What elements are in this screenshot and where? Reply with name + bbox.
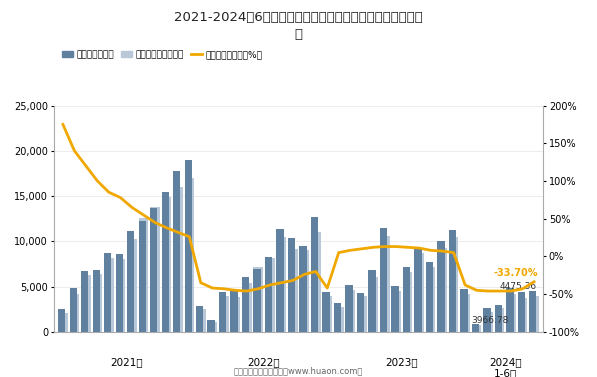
Bar <box>506 294 516 332</box>
Bar <box>368 277 378 332</box>
Bar <box>426 262 433 332</box>
Bar <box>173 171 180 332</box>
Bar <box>346 290 355 332</box>
Bar <box>196 309 205 332</box>
Bar <box>70 288 77 332</box>
Text: 2021年: 2021年 <box>110 357 143 367</box>
Bar <box>530 291 537 332</box>
Bar <box>518 298 527 332</box>
Bar <box>116 259 125 332</box>
Bar <box>184 160 192 332</box>
Bar <box>265 257 275 332</box>
Bar <box>242 283 251 332</box>
Bar <box>506 288 513 332</box>
Bar <box>230 291 238 332</box>
Bar <box>357 296 367 332</box>
Bar <box>276 228 284 332</box>
Bar <box>460 289 467 332</box>
Legend: 商品房（亿元）, 商品房住宅（亿元）, 商品房销售增速（%）: 商品房（亿元）, 商品房住宅（亿元）, 商品房销售增速（%） <box>59 47 266 63</box>
Bar <box>219 296 229 332</box>
Bar <box>93 270 100 332</box>
Bar <box>288 248 297 332</box>
Bar <box>288 238 295 332</box>
Bar <box>472 323 479 332</box>
Bar <box>139 218 148 332</box>
Bar <box>265 257 272 332</box>
Bar <box>449 230 456 332</box>
Bar <box>116 254 123 332</box>
Bar <box>392 286 399 332</box>
Bar <box>242 277 249 332</box>
Bar <box>150 208 157 332</box>
Bar <box>208 322 217 332</box>
Bar <box>58 313 67 332</box>
Bar <box>58 309 65 332</box>
Text: 2021-2024年6月浙江省房地产商品住宅及商品住宅现房销售
额: 2021-2024年6月浙江省房地产商品住宅及商品住宅现房销售 额 <box>174 11 423 41</box>
Bar <box>414 253 424 332</box>
Text: 4475.36: 4475.36 <box>500 282 537 291</box>
Bar <box>104 253 111 332</box>
Bar <box>127 231 134 332</box>
Bar <box>81 271 88 332</box>
Text: 2022年: 2022年 <box>248 357 281 367</box>
Bar <box>449 237 458 332</box>
Bar <box>162 192 169 332</box>
Bar <box>403 272 413 332</box>
Bar <box>495 308 504 332</box>
Bar <box>150 207 159 332</box>
Text: 2023年: 2023年 <box>386 357 418 367</box>
Bar <box>104 259 113 332</box>
Bar <box>127 239 137 332</box>
Bar <box>426 267 435 332</box>
Bar <box>414 248 421 332</box>
Bar <box>368 270 376 332</box>
Bar <box>300 250 309 332</box>
Bar <box>93 274 102 332</box>
Text: 2024年
1-6月: 2024年 1-6月 <box>489 357 522 377</box>
Bar <box>184 178 194 332</box>
Bar <box>173 187 183 332</box>
Bar <box>208 320 215 332</box>
Bar <box>219 292 226 332</box>
Bar <box>530 296 539 332</box>
Bar <box>311 217 318 332</box>
Bar <box>162 197 171 332</box>
Bar <box>230 297 240 332</box>
Bar <box>322 292 330 332</box>
Text: 制图：华经产业研究院（www.huaon.com）: 制图：华经产业研究院（www.huaon.com） <box>234 366 363 375</box>
Bar <box>346 285 353 332</box>
Bar <box>311 232 321 332</box>
Bar <box>484 312 493 332</box>
Bar <box>438 248 447 332</box>
Bar <box>460 294 470 332</box>
Bar <box>380 236 389 332</box>
Bar <box>495 305 502 332</box>
Text: -33.70%: -33.70% <box>494 268 538 278</box>
Bar <box>254 267 263 332</box>
Bar <box>196 305 203 332</box>
Bar <box>484 308 491 332</box>
Bar <box>518 292 525 332</box>
Bar <box>300 246 307 332</box>
Text: 3966.78: 3966.78 <box>471 316 508 325</box>
Bar <box>276 237 286 332</box>
Bar <box>438 241 445 332</box>
Bar <box>334 303 341 332</box>
Bar <box>472 325 481 332</box>
Bar <box>139 221 146 332</box>
Bar <box>70 294 79 332</box>
Bar <box>357 293 364 332</box>
Bar <box>334 307 343 332</box>
Bar <box>380 228 387 332</box>
Bar <box>322 296 332 332</box>
Bar <box>254 269 261 332</box>
Bar <box>81 275 91 332</box>
Bar <box>403 267 410 332</box>
Bar <box>392 291 401 332</box>
